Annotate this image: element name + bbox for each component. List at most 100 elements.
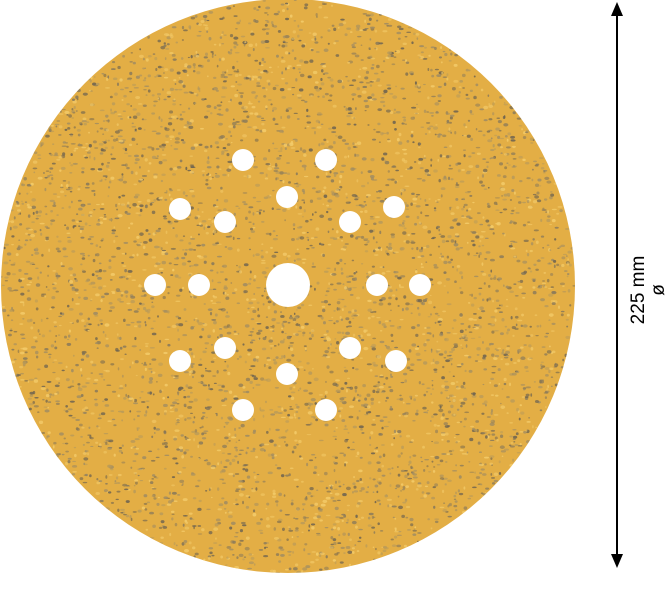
grit-speck	[13, 358, 17, 361]
grit-speck	[367, 516, 371, 520]
grit-speck	[359, 68, 362, 70]
grit-speck	[340, 318, 344, 321]
grit-speck	[415, 112, 418, 115]
grit-speck	[454, 508, 458, 512]
grit-speck	[73, 126, 76, 129]
grit-speck	[22, 317, 25, 320]
grit-speck	[387, 170, 390, 173]
grit-speck	[235, 205, 239, 207]
grit-speck	[204, 18, 207, 22]
grit-speck	[562, 285, 565, 287]
grit-speck	[409, 395, 413, 399]
grit-speck	[183, 371, 189, 374]
grit-speck	[200, 374, 205, 378]
grit-speck	[311, 526, 315, 530]
grit-speck	[239, 92, 244, 94]
grit-speck	[430, 85, 435, 88]
grit-speck	[379, 376, 384, 378]
grit-speck	[153, 104, 156, 107]
grit-speck	[373, 222, 377, 226]
grit-speck	[329, 370, 334, 374]
grit-speck	[88, 323, 92, 326]
grit-speck	[307, 553, 311, 555]
grit-speck	[174, 408, 179, 412]
grit-speck	[88, 144, 92, 148]
grit-speck	[463, 397, 468, 401]
grit-speck	[30, 326, 34, 330]
grit-speck	[138, 435, 144, 439]
grit-speck	[368, 512, 374, 516]
grit-speck	[405, 240, 410, 244]
grit-speck	[82, 481, 88, 484]
grit-speck	[153, 198, 157, 202]
grit-speck	[50, 219, 56, 222]
grit-speck	[323, 299, 328, 304]
grit-speck	[465, 93, 469, 96]
grit-speck	[310, 523, 316, 526]
grit-speck	[28, 228, 34, 231]
grit-speck	[161, 249, 167, 252]
grit-speck	[202, 173, 205, 177]
grit-speck	[6, 220, 11, 223]
grit-speck	[527, 267, 531, 270]
grit-speck	[370, 66, 375, 70]
grit-speck	[433, 209, 437, 212]
grit-speck	[434, 46, 437, 51]
grit-speck	[541, 209, 547, 211]
grit-speck	[72, 273, 77, 277]
grit-speck	[339, 174, 343, 179]
grit-speck	[341, 139, 347, 142]
grit-speck	[105, 119, 110, 122]
grit-speck	[335, 54, 340, 57]
grit-speck	[192, 375, 194, 379]
grit-speck	[347, 107, 352, 111]
grit-speck	[359, 357, 363, 359]
grit-speck	[200, 127, 204, 130]
grit-speck	[498, 311, 503, 314]
grit-speck	[324, 72, 329, 75]
grit-speck	[266, 358, 272, 362]
grit-speck	[548, 345, 551, 348]
grit-speck	[330, 496, 335, 500]
grit-speck	[279, 357, 283, 360]
grit-speck	[345, 521, 349, 524]
grit-speck	[376, 64, 380, 69]
grit-speck	[78, 423, 83, 427]
grit-speck	[181, 483, 184, 485]
grit-speck	[393, 437, 396, 440]
grit-speck	[452, 332, 458, 335]
grit-speck	[266, 13, 269, 16]
grit-speck	[47, 288, 50, 292]
grit-speck	[302, 567, 308, 571]
grit-speck	[426, 409, 429, 412]
grit-speck	[273, 569, 276, 573]
grit-speck	[285, 2, 289, 5]
grit-speck	[445, 432, 449, 436]
grit-speck	[439, 154, 443, 158]
grit-speck	[467, 497, 472, 500]
grit-speck	[529, 137, 534, 141]
grit-speck	[253, 7, 257, 10]
grit-speck	[33, 379, 39, 383]
grit-speck	[420, 263, 423, 266]
grit-speck	[277, 150, 283, 153]
grit-speck	[405, 434, 411, 438]
grit-speck	[155, 456, 160, 459]
grit-speck	[174, 141, 180, 144]
grit-speck	[330, 543, 334, 546]
grit-speck	[551, 290, 556, 294]
grit-speck	[199, 358, 202, 361]
grit-speck	[335, 320, 339, 323]
grit-speck	[81, 167, 85, 170]
grit-speck	[275, 500, 279, 503]
grit-speck	[399, 175, 404, 177]
grit-speck	[382, 30, 388, 33]
grit-speck	[394, 527, 397, 530]
grit-speck	[382, 545, 388, 549]
grit-speck	[8, 333, 12, 337]
grit-speck	[200, 417, 204, 420]
grit-speck	[335, 520, 340, 523]
grit-speck	[377, 122, 381, 126]
grit-speck	[69, 190, 73, 193]
grit-speck	[314, 211, 317, 214]
